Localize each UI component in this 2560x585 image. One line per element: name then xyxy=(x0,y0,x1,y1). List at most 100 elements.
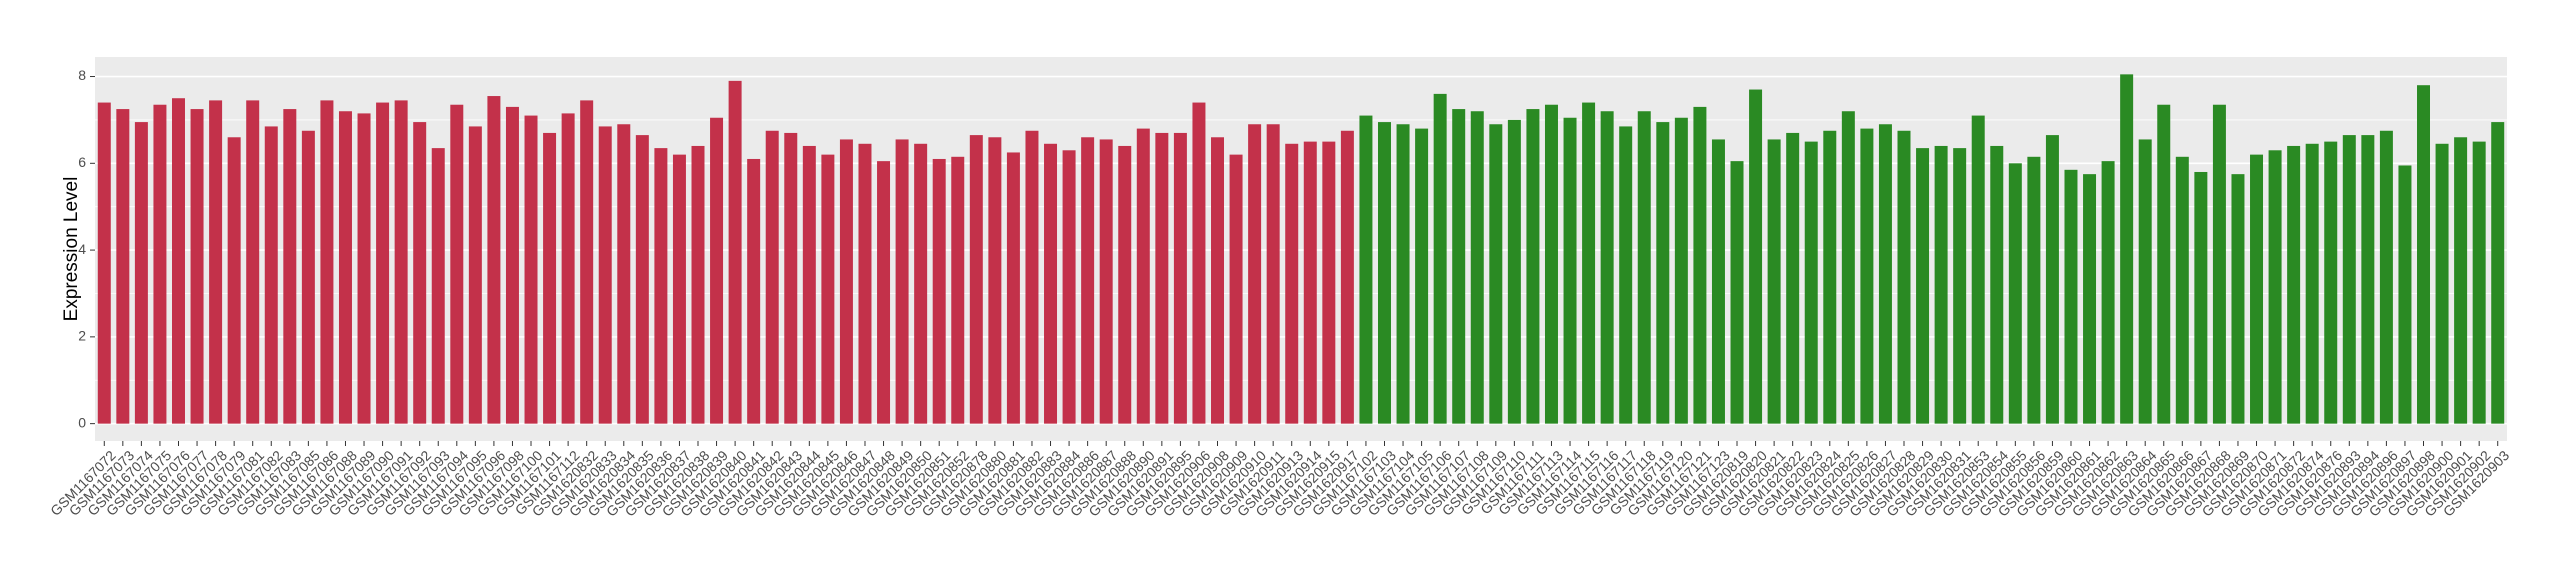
bar xyxy=(2120,74,2134,424)
bar xyxy=(2083,174,2097,424)
bar xyxy=(1916,148,1930,424)
bar xyxy=(116,109,130,424)
bar xyxy=(839,139,853,424)
bar xyxy=(1136,128,1150,424)
bar xyxy=(190,109,204,424)
bar xyxy=(1674,117,1688,424)
y-tick-label: 8 xyxy=(78,67,86,83)
bar xyxy=(2342,135,2356,424)
bar xyxy=(2398,165,2412,424)
bar xyxy=(1266,124,1280,424)
bar xyxy=(524,115,538,424)
bar xyxy=(171,98,185,424)
bar xyxy=(2064,169,2078,424)
bar xyxy=(1285,143,1299,424)
bar xyxy=(1192,102,1206,424)
bar xyxy=(1971,115,1985,424)
bar xyxy=(1526,109,1540,424)
bar xyxy=(1173,132,1187,424)
y-tick-label: 0 xyxy=(78,414,86,430)
bar xyxy=(227,137,241,424)
bar xyxy=(2472,141,2486,424)
bar xyxy=(821,154,835,424)
bar xyxy=(338,111,352,424)
y-axis-title: Expression Level xyxy=(61,177,82,322)
bar xyxy=(1637,111,1651,424)
bar xyxy=(246,100,260,424)
bar xyxy=(2435,143,2449,424)
bar xyxy=(1823,130,1837,424)
bar xyxy=(1693,106,1707,424)
bar xyxy=(1248,124,1262,424)
bar xyxy=(2287,145,2301,424)
bar xyxy=(264,126,278,424)
bar xyxy=(1340,130,1354,424)
bar xyxy=(543,132,557,424)
bar xyxy=(747,158,761,424)
bar xyxy=(932,158,946,424)
bar xyxy=(895,139,909,424)
bar xyxy=(394,100,408,424)
bar xyxy=(468,126,482,424)
bar xyxy=(2194,171,2208,424)
bar xyxy=(988,137,1002,424)
bar xyxy=(2157,104,2171,424)
bar xyxy=(2212,104,2226,424)
bar xyxy=(450,104,464,424)
bar xyxy=(2268,150,2282,424)
bar xyxy=(2101,161,2115,424)
bar xyxy=(1878,124,1892,424)
bar xyxy=(2250,154,2264,424)
bar xyxy=(914,143,928,424)
bar xyxy=(209,100,223,424)
bar xyxy=(858,143,872,424)
bar xyxy=(1377,122,1391,424)
bar xyxy=(951,156,965,424)
bar xyxy=(2231,174,2245,424)
bar xyxy=(1099,139,1113,424)
bar xyxy=(283,109,297,424)
bar xyxy=(1619,126,1633,424)
bar xyxy=(1229,154,1243,424)
bar xyxy=(1062,150,1076,424)
bar xyxy=(1897,130,1911,424)
bar xyxy=(1860,128,1874,424)
y-tick-label: 4 xyxy=(78,241,86,257)
bar xyxy=(1470,111,1484,424)
bar xyxy=(784,132,798,424)
bar xyxy=(2417,85,2431,424)
bar xyxy=(2008,163,2022,424)
bar xyxy=(413,122,427,424)
bar xyxy=(1155,132,1169,424)
bar xyxy=(320,100,334,424)
bar xyxy=(1990,145,2004,424)
bar xyxy=(1025,130,1039,424)
bar xyxy=(1303,141,1317,424)
bar xyxy=(1841,111,1855,424)
bar xyxy=(710,117,724,424)
bar xyxy=(802,145,816,424)
bar xyxy=(2379,130,2393,424)
bar xyxy=(1452,109,1466,424)
bar xyxy=(1118,145,1132,424)
bar xyxy=(1730,161,1744,424)
bar xyxy=(1415,128,1429,424)
bar xyxy=(1006,152,1020,424)
bar xyxy=(97,102,111,424)
bar xyxy=(1582,102,1596,424)
bar xyxy=(1211,137,1225,424)
bar xyxy=(1433,93,1447,424)
bar xyxy=(728,80,742,424)
bar xyxy=(598,126,612,424)
bar xyxy=(617,124,631,424)
bar xyxy=(672,154,686,424)
bar xyxy=(654,148,668,424)
bar xyxy=(1656,122,1670,424)
bar xyxy=(969,135,983,424)
bar xyxy=(1600,111,1614,424)
bar xyxy=(2305,143,2319,424)
bar xyxy=(2454,137,2468,424)
bar xyxy=(1711,139,1725,424)
bar xyxy=(1044,143,1058,424)
